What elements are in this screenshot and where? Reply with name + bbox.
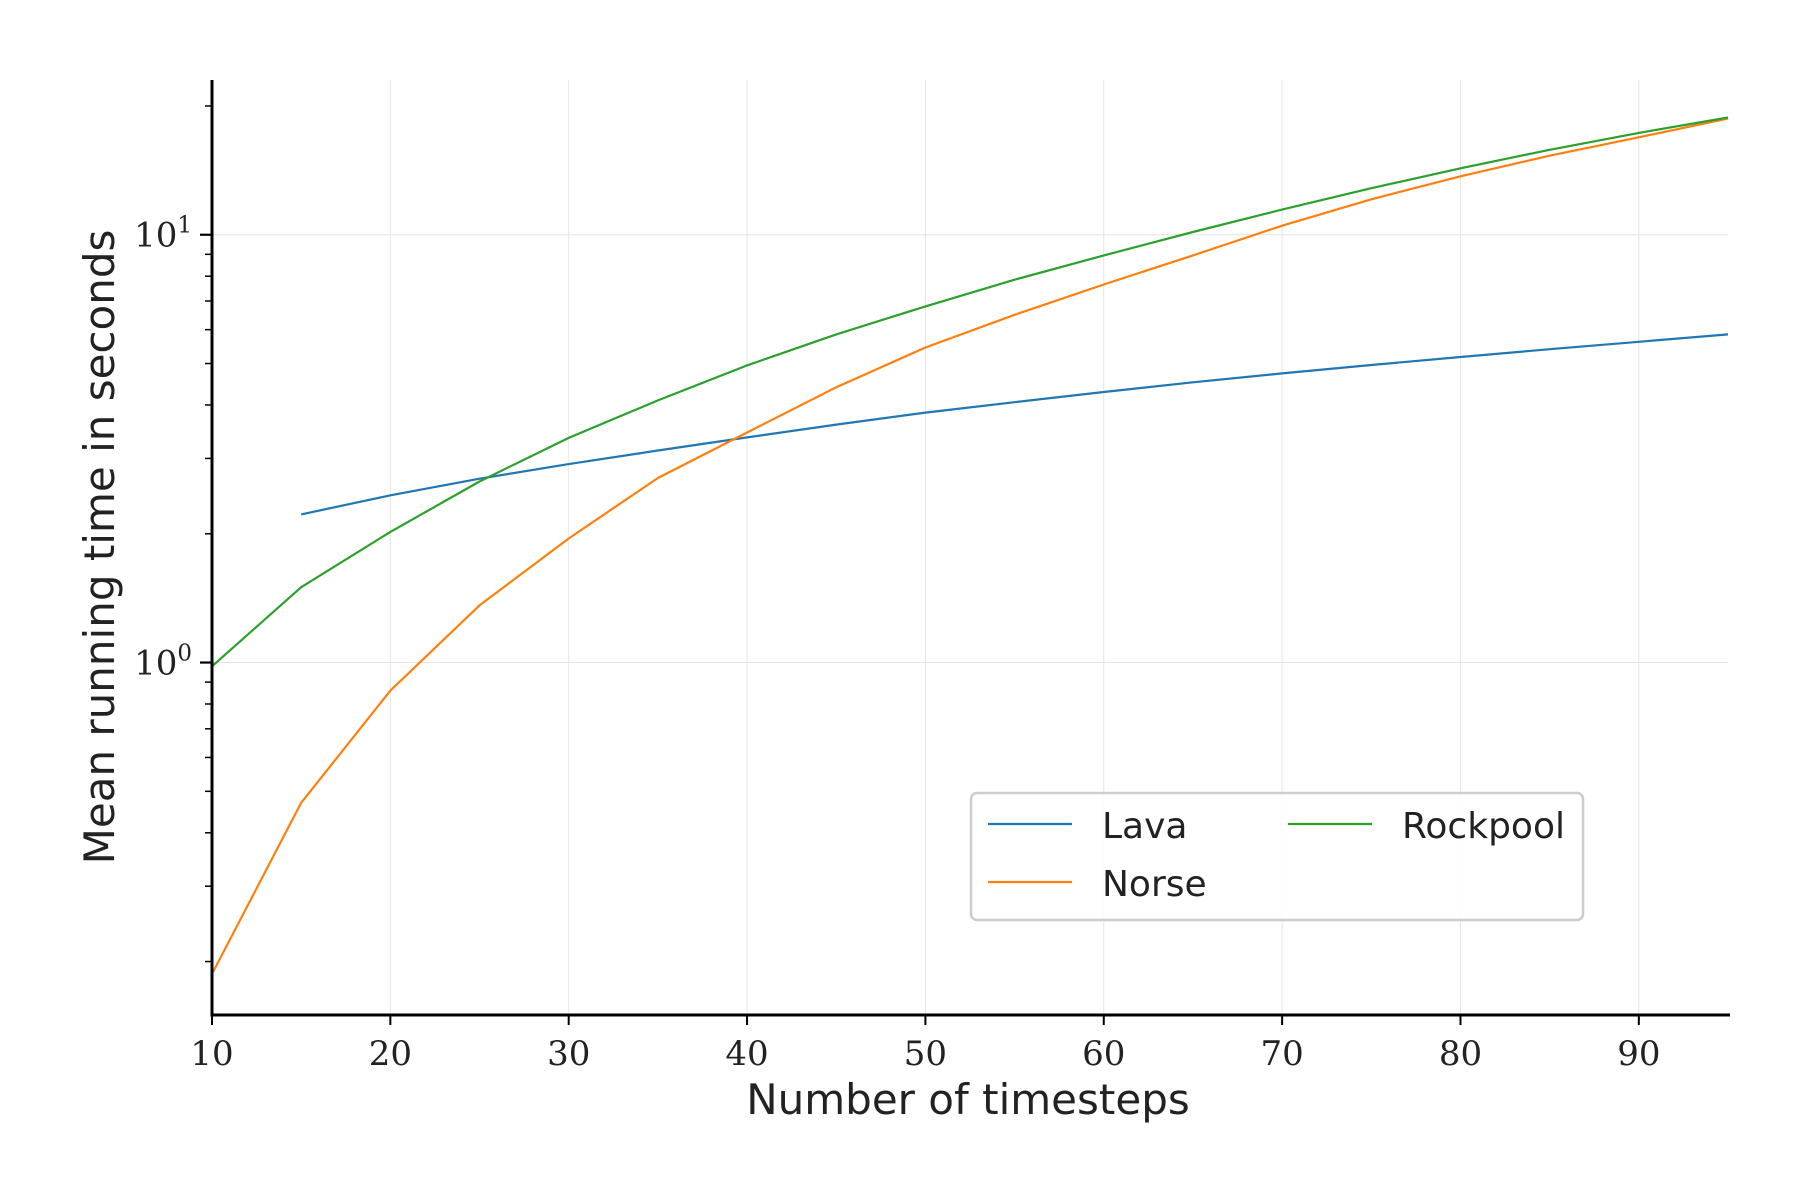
x-tick-label: 40	[725, 1034, 768, 1074]
legend-label-norse: Norse	[1102, 864, 1207, 905]
legend-label-rockpool: Rockpool	[1402, 806, 1565, 847]
x-tick-label: 10	[190, 1034, 233, 1074]
series-group	[211, 116, 1729, 975]
y-tick-label: 101	[134, 213, 192, 256]
grid	[211, 80, 1728, 1015]
x-tick-label: 80	[1439, 1034, 1482, 1074]
x-tick-label: 90	[1617, 1034, 1660, 1074]
series-line-norse	[211, 117, 1729, 975]
x-tick-label: 60	[1082, 1034, 1125, 1074]
legend-frame	[969, 791, 1585, 922]
x-tick-label: 20	[369, 1034, 412, 1074]
y-tick-label: 100	[134, 641, 192, 684]
ticks: 10 20 30 40 50 60 70 80 90 100 101	[134, 105, 1660, 1074]
y-axis-title: Mean running time in seconds	[75, 230, 124, 865]
x-tick-label: 70	[1260, 1034, 1303, 1074]
series-line-rockpool	[211, 116, 1729, 668]
x-tick-label: 30	[547, 1034, 590, 1074]
axes	[210, 80, 1730, 1017]
legend-label-lava: Lava	[1102, 806, 1187, 847]
legend: Lava Norse Rockpool	[969, 791, 1585, 922]
series-line-lava	[300, 333, 1729, 516]
x-axis-title: Number of timesteps	[746, 1075, 1190, 1124]
x-tick-label: 50	[904, 1034, 947, 1074]
